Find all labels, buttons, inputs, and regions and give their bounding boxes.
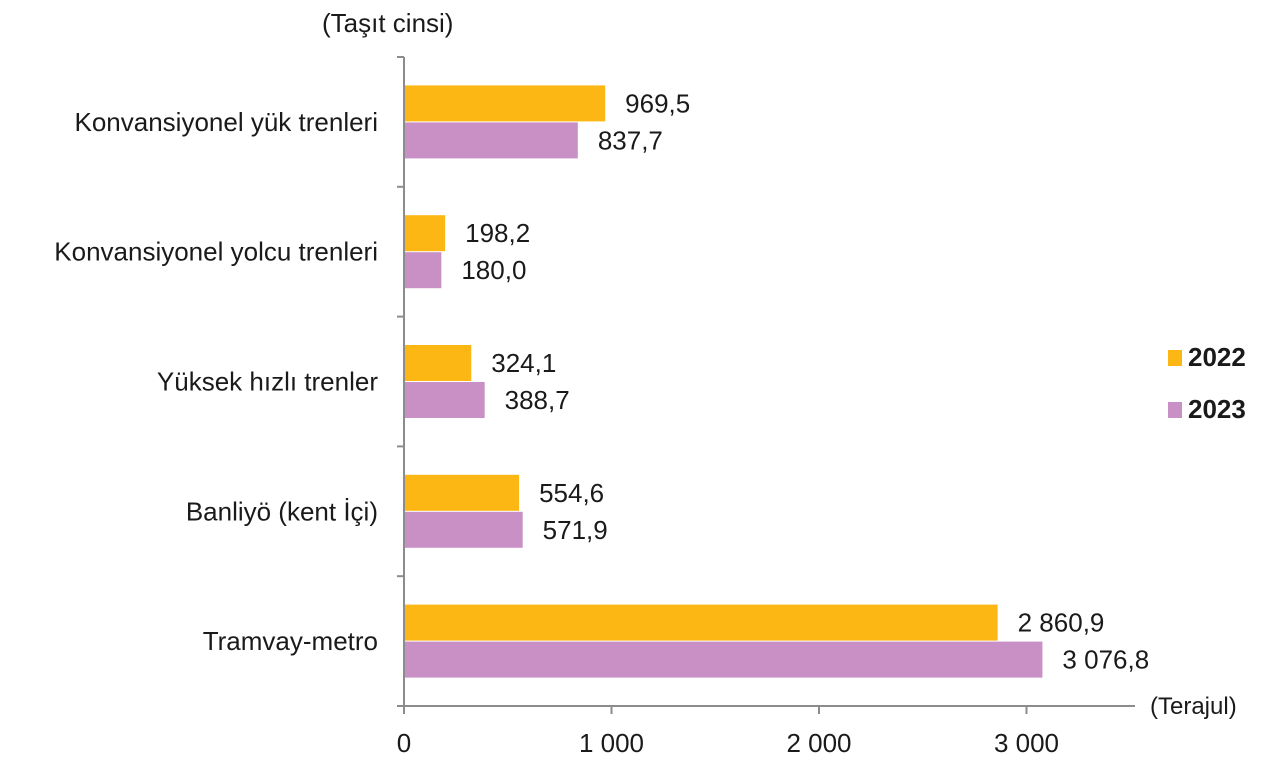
bar-2023-3 xyxy=(405,511,523,548)
value-labels: 969,5 837,7 198,2 180,0 324,1 388,7 554,6 571,9… xyxy=(461,88,1149,674)
bar-2022-1 xyxy=(405,215,446,252)
value-label-2023-3: 571,9 xyxy=(543,515,608,545)
value-label-2023-1: 180,0 xyxy=(461,255,526,285)
bar-2022-2 xyxy=(405,345,472,381)
legend: 2022 2023 xyxy=(1168,342,1246,424)
x-tick-label-2: 2 000 xyxy=(786,728,851,758)
bar-2023-1 xyxy=(405,252,442,289)
legend-label-2023: 2023 xyxy=(1188,394,1246,424)
value-label-2022-4: 2 860,9 xyxy=(1018,608,1105,638)
bars-group xyxy=(405,85,1043,678)
bar-2023-0 xyxy=(405,122,578,159)
value-label-2023-0: 837,7 xyxy=(598,125,663,155)
bar-2022-4 xyxy=(405,604,998,641)
x-tick-label-1: 1 000 xyxy=(579,728,644,758)
category-label-0: Konvansiyonel yük trenleri xyxy=(75,107,379,137)
category-label-2: Yüksek hızlı trenler xyxy=(157,367,378,397)
x-axis-title: (Terajul) xyxy=(1150,693,1237,720)
value-label-2022-3: 554,6 xyxy=(539,478,604,508)
x-tick-labels: 0 1 000 2 000 3 000 xyxy=(397,728,1059,758)
value-label-2023-2: 388,7 xyxy=(505,385,570,415)
bar-2023-4 xyxy=(405,641,1043,678)
bar-2023-2 xyxy=(405,382,485,418)
category-label-4: Tramvay-metro xyxy=(203,626,378,656)
x-tick-label-0: 0 xyxy=(397,728,411,758)
x-tick-label-3: 3 000 xyxy=(994,728,1059,758)
category-label-3: Banliyö (kent İçi) xyxy=(186,496,378,526)
legend-swatch-2023 xyxy=(1168,402,1182,418)
value-label-2022-2: 324,1 xyxy=(491,348,556,378)
legend-label-2022: 2022 xyxy=(1188,342,1246,372)
value-label-2022-0: 969,5 xyxy=(625,88,690,118)
category-label-1: Konvansiyonel yolcu trenleri xyxy=(54,237,378,267)
value-label-2022-1: 198,2 xyxy=(465,218,530,248)
legend-swatch-2022 xyxy=(1168,350,1182,366)
bar-2022-3 xyxy=(405,474,520,511)
axes xyxy=(397,56,1135,714)
y-axis-title: (Taşıt cinsi) xyxy=(322,8,453,38)
value-label-2023-4: 3 076,8 xyxy=(1062,645,1149,675)
bar-2022-0 xyxy=(405,85,606,122)
category-labels: Konvansiyonel yük trenleri Konvansiyonel … xyxy=(54,107,378,656)
